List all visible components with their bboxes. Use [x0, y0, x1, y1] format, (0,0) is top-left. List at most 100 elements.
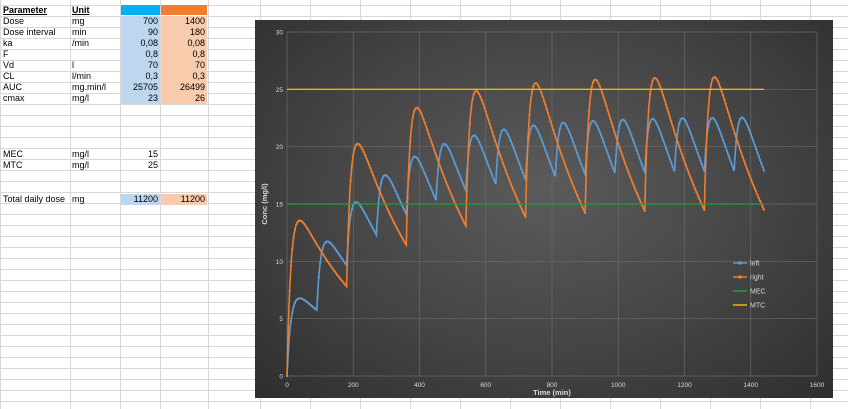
- param-name[interactable]: CL: [3, 71, 15, 81]
- series-marker-left: [454, 162, 457, 166]
- series-marker-right: [350, 164, 354, 167]
- header-row: Parameter Unit: [0, 5, 848, 16]
- series-marker-left: [479, 143, 482, 147]
- series-marker-right: [370, 170, 373, 173]
- series-marker-right: [568, 174, 571, 177]
- param-right-value[interactable]: 70: [161, 60, 207, 71]
- series-marker-left: [700, 162, 703, 166]
- param-name[interactable]: AUC: [3, 82, 23, 92]
- param-name[interactable]: F: [3, 49, 9, 59]
- param-left-value[interactable]: 0,08: [121, 38, 160, 49]
- param-row: cmax mg/l 23 26: [0, 93, 848, 104]
- mtc-label[interactable]: MTC: [3, 160, 23, 170]
- series-marker-right: [703, 208, 706, 212]
- series-marker-right: [562, 160, 566, 163]
- series-marker-right: [756, 193, 759, 196]
- series-marker-right: [402, 239, 405, 242]
- series-marker-left: [350, 207, 354, 211]
- series-marker-left: [462, 182, 465, 186]
- total-label[interactable]: Total daily dose: [3, 194, 66, 204]
- param-right-value[interactable]: 0,08: [161, 38, 207, 49]
- series-marker-right: [292, 236, 295, 239]
- param-left-value[interactable]: 700: [121, 16, 160, 27]
- series-marker-right: [419, 111, 422, 114]
- mtc-value[interactable]: 25: [147, 160, 158, 170]
- param-right-value[interactable]: 180: [161, 27, 207, 38]
- param-name[interactable]: Dose: [3, 16, 25, 26]
- header-parameter[interactable]: Parameter: [3, 5, 48, 15]
- param-right-value[interactable]: 26: [161, 93, 207, 104]
- series-marker-right: [349, 179, 352, 183]
- mec-unit[interactable]: mg/l: [72, 149, 90, 159]
- series-marker-right: [360, 145, 363, 149]
- total-right[interactable]: 11200: [161, 194, 207, 205]
- param-name[interactable]: Vd: [3, 60, 15, 70]
- mec-label[interactable]: MEC: [3, 149, 23, 159]
- mtc-unit[interactable]: mg/l: [72, 160, 90, 170]
- series-marker-left: [488, 167, 491, 170]
- param-row: Dose mg 700 1400: [0, 16, 848, 27]
- series-marker-right: [735, 136, 738, 139]
- y-tick-label: 0: [279, 374, 283, 381]
- param-right-value[interactable]: 1400: [161, 16, 207, 27]
- series-marker-left: [614, 160, 617, 163]
- param-left-value[interactable]: 90: [121, 27, 160, 38]
- header-unit[interactable]: Unit: [72, 5, 90, 15]
- total-unit[interactable]: mg: [72, 194, 85, 204]
- series-marker-left: [452, 159, 456, 162]
- series-marker-right: [578, 200, 581, 203]
- x-tick-label: 1600: [810, 382, 825, 389]
- series-marker-left: [483, 153, 486, 156]
- series-marker-right: [662, 94, 665, 97]
- series-marker-left: [439, 149, 442, 152]
- series-marker-right: [385, 205, 388, 208]
- param-unit[interactable]: l: [72, 60, 74, 70]
- series-marker-right: [379, 193, 383, 196]
- series-marker-right: [687, 171, 690, 174]
- series-marker-right: [614, 134, 617, 137]
- series-marker-left: [696, 151, 699, 155]
- param-unit[interactable]: mg.min/l: [72, 82, 107, 92]
- series-marker-right: [560, 152, 563, 155]
- param-unit[interactable]: mg: [72, 16, 85, 26]
- series-marker-right: [305, 226, 308, 229]
- series-marker-right: [508, 179, 511, 182]
- param-unit[interactable]: mg/l: [72, 93, 90, 103]
- series-marker-left: [456, 169, 460, 172]
- param-name[interactable]: Dose interval: [3, 27, 56, 37]
- series-marker-left: [460, 179, 463, 182]
- series-marker-left: [593, 120, 596, 123]
- param-left-value[interactable]: 23: [121, 93, 160, 104]
- param-unit[interactable]: min: [72, 27, 87, 37]
- mec-value[interactable]: 15: [147, 149, 158, 159]
- param-left-value[interactable]: 0,8: [121, 49, 160, 60]
- param-left-value[interactable]: 25705: [121, 82, 160, 93]
- param-right-value[interactable]: 0,3: [161, 71, 207, 82]
- series-marker-left: [289, 319, 293, 323]
- series-marker-left: [720, 134, 723, 138]
- param-right-value[interactable]: 0,8: [161, 49, 207, 60]
- series-marker-right: [605, 104, 608, 107]
- mec-row: MEC mg/l 15: [0, 149, 848, 160]
- param-name[interactable]: cmax: [3, 93, 25, 103]
- param-unit[interactable]: l/min: [72, 71, 92, 81]
- param-left-value[interactable]: 0,3: [121, 71, 160, 82]
- series-marker-right: [674, 133, 677, 136]
- series-marker-left: [744, 120, 747, 123]
- series-marker-right: [531, 90, 534, 93]
- param-unit[interactable]: /min: [72, 38, 90, 48]
- series-marker-left: [403, 210, 407, 213]
- param-left-value[interactable]: 70: [121, 60, 160, 71]
- series-marker-left: [719, 131, 722, 134]
- total-left[interactable]: 11200: [121, 194, 160, 205]
- param-unit[interactable]: [72, 49, 120, 60]
- param-name[interactable]: ka: [3, 38, 13, 48]
- series-marker-left: [417, 158, 420, 161]
- series-marker-right: [558, 148, 562, 152]
- series-marker-left: [423, 172, 426, 175]
- series-marker-right: [668, 116, 672, 119]
- param-right-value[interactable]: 26499: [161, 82, 207, 93]
- concentration-chart[interactable]: 0 200 400 600 800 1000 1200 1400 1600 0 5 10 15 20 25 3…: [255, 20, 833, 398]
- legend-label-left: left: [750, 261, 759, 268]
